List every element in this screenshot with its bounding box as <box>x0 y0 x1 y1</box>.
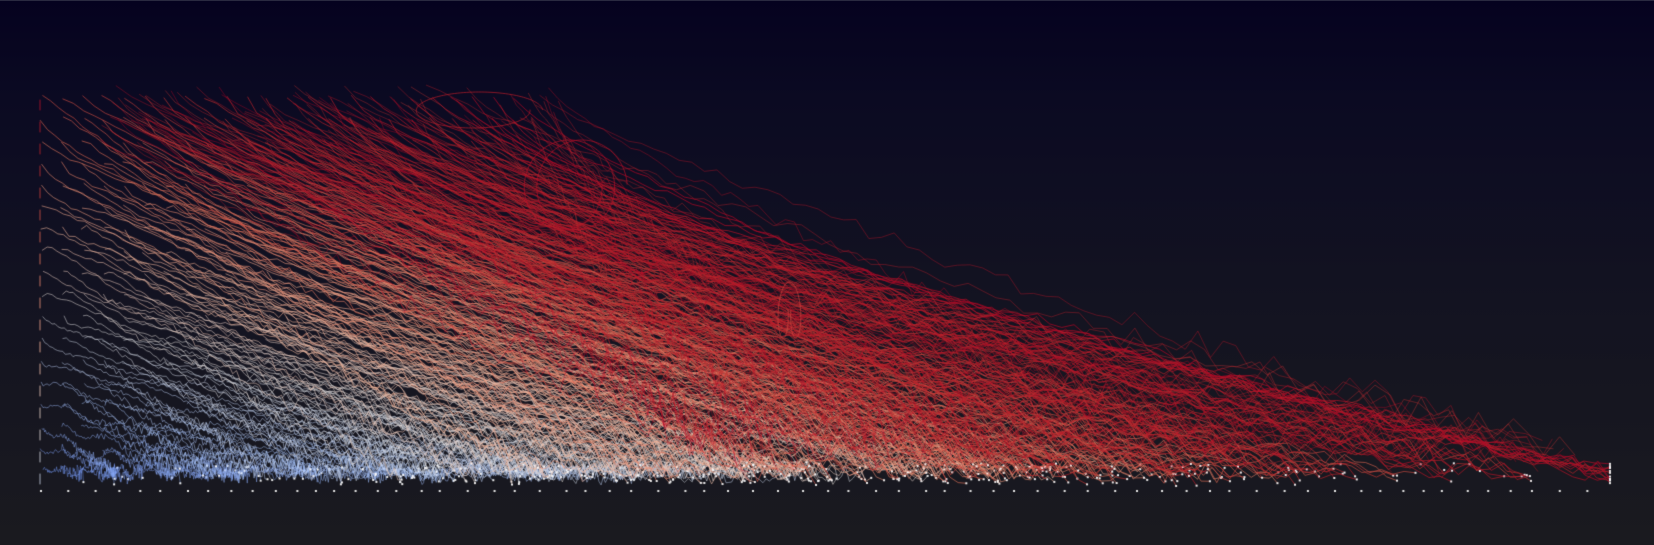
particle-trajectory-canvas <box>0 0 1654 545</box>
visualization-frame <box>0 0 1654 545</box>
